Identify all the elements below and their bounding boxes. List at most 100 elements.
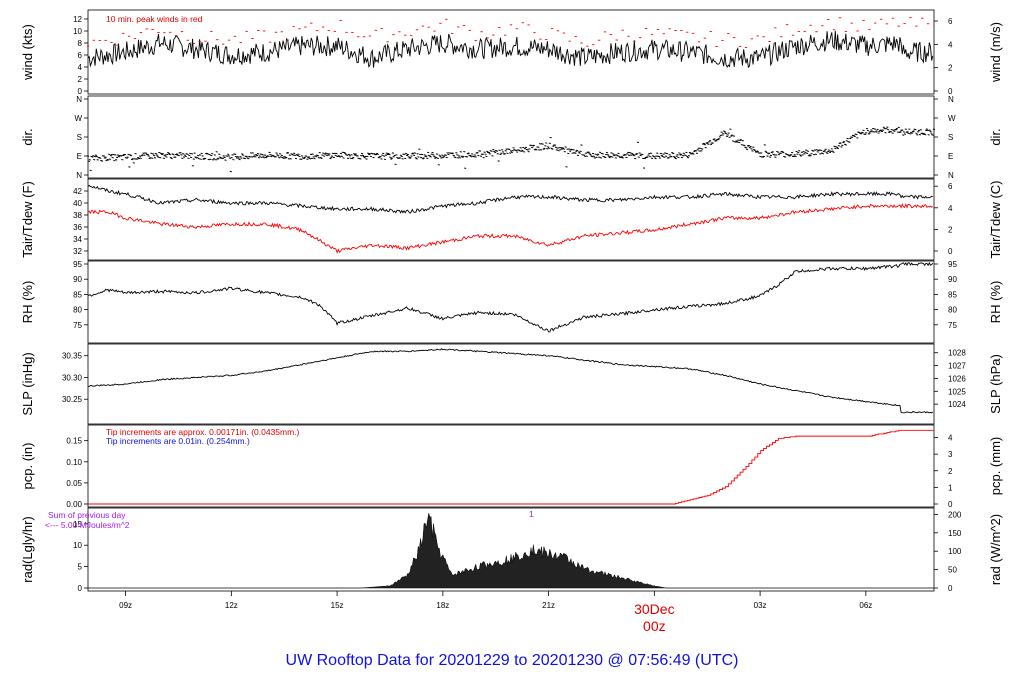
left-tick-label: 95 <box>73 260 82 269</box>
right-tick-label: 200 <box>948 510 962 519</box>
day-label: 30Dec <box>634 601 674 617</box>
slp-ylabel-left: SLP (inHg) <box>20 352 35 415</box>
right-tick-label: 3 <box>948 450 953 459</box>
left-tick-label: 30.35 <box>62 352 83 361</box>
right-tick-label: 150 <box>948 529 962 538</box>
rh-frame <box>87 260 935 344</box>
temp-series-tair <box>87 184 933 214</box>
left-tick-label: 10 <box>73 27 82 36</box>
right-tick-label: 0 <box>948 500 953 509</box>
left-tick-label: 10 <box>73 541 82 550</box>
dir-ylabel-left: dir. <box>20 128 35 145</box>
rad-ylabel-left: rad(Lgly/hr) <box>20 516 35 582</box>
wind-annotation: 10 min. peak winds in red <box>106 14 203 24</box>
temp-ylabel-right: Tair/Tdew (C) <box>988 180 1003 258</box>
slp-frame <box>87 343 935 425</box>
temp-ylabel-left: Tair/Tdew (F) <box>20 181 35 258</box>
left-tick-label: 85 <box>73 290 82 299</box>
left-tick-label: 8 <box>78 39 83 48</box>
x-tick-label: 03z <box>754 601 767 610</box>
left-tick-label: 40 <box>73 199 82 208</box>
rad-frame <box>87 507 935 592</box>
x-tick-label: 15z <box>331 601 344 610</box>
left-tick-label: 0.10 <box>66 458 82 467</box>
right-tick-label: 50 <box>948 566 957 575</box>
rh-series-rh <box>87 261 934 333</box>
right-tick-label: W <box>948 114 956 123</box>
pcp-annotation-blue: Tip increments are 0.01in. (0.254mm.) <box>106 436 250 446</box>
rad-annotation: Sum of previous day <box>48 510 126 520</box>
left-tick-label: 90 <box>73 275 82 284</box>
left-tick-label: 80 <box>73 306 82 315</box>
left-tick-label: 2 <box>78 75 83 84</box>
x-tick-label: 09z <box>119 601 132 610</box>
right-tick-label: 4 <box>948 434 953 443</box>
left-tick-label: W <box>74 114 82 123</box>
wind-ylabel-right: wind (m/s) <box>988 22 1003 83</box>
x-tick-label: 12z <box>225 601 238 610</box>
left-tick-label: 0 <box>78 584 83 593</box>
left-tick-label: 5 <box>78 563 83 572</box>
radiation-area <box>88 513 934 589</box>
left-tick-label: 42 <box>73 187 82 196</box>
left-tick-label: 0.00 <box>66 500 82 509</box>
rh-panel: 75 80 85 90 95 75 80 85 90 95 RH (%) RH (%) <box>20 260 1003 344</box>
left-tick-label: E <box>77 152 82 161</box>
left-tick-label: 32 <box>73 247 82 256</box>
slp-ylabel-right: SLP (hPa) <box>988 354 1003 414</box>
left-tick-label: 0 <box>78 87 83 96</box>
right-tick-label: 0 <box>948 87 953 96</box>
rh-ylabel-left: RH (%) <box>20 281 35 324</box>
x-tick-label-day-start: 00z <box>643 618 666 634</box>
x-tick-label: 21z <box>542 601 555 610</box>
left-tick-label: 15 <box>73 520 82 529</box>
temp-frame <box>87 178 935 261</box>
right-tick-label: 4 <box>948 40 953 49</box>
right-tick-label: 0 <box>948 584 953 593</box>
right-tick-label: 2 <box>948 225 953 234</box>
temp-series-tdew <box>87 203 934 254</box>
wind-ylabel-left: wind (kts) <box>20 24 35 81</box>
right-tick-label: 6 <box>948 182 953 191</box>
right-tick-label: 2 <box>948 467 953 476</box>
chart-title: UW Rooftop Data for 20201229 to 20201230… <box>286 652 739 669</box>
left-tick-label: 4 <box>78 63 83 72</box>
right-tick-label: N <box>948 95 954 104</box>
right-tick-label: 1024 <box>948 400 966 409</box>
left-tick-label: 0.15 <box>66 437 82 446</box>
rad-annotation-sum: <--- 5.00 MJoules/m^2 <box>45 520 130 530</box>
wind-panel: 0 2 4 6 8 10 12 0 2 4 6 wind (kts) wind (m/s) 10 min.… <box>20 9 1003 96</box>
right-tick-label: 75 <box>948 321 957 330</box>
pcp-annotation-red: Tip increments are approx. 0.00171in. (0… <box>106 427 300 437</box>
right-tick-label: 1028 <box>948 349 966 358</box>
pcp-frame <box>87 424 935 508</box>
right-tick-label: 4 <box>948 204 953 213</box>
slp-panel: 30.25 30.30 30.35 1024 1025 1026 1027 1028 SLP (… <box>20 343 1003 425</box>
left-tick-label: 12 <box>73 15 82 24</box>
wind-series-wind <box>87 30 934 69</box>
right-tick-label: 100 <box>948 547 962 556</box>
wind-frame <box>87 9 935 95</box>
right-tick-label: 85 <box>948 290 957 299</box>
pcp-series-pcp <box>88 429 934 505</box>
pcp-panel: 0.00 0.05 0.10 0.15 0 1 2 3 4 pcp. (in) pcp. (mm) T… <box>20 424 1003 509</box>
left-tick-label: 75 <box>73 321 82 330</box>
x-axis: 09z 12z 15z 18z 21z 00z 03z 06z 30Dec <box>119 591 872 634</box>
right-tick-label: 1026 <box>948 374 966 383</box>
right-tick-label: 2 <box>948 64 953 73</box>
left-tick-label: 6 <box>78 51 83 60</box>
x-tick-label: 06z <box>859 601 872 610</box>
dir-ylabel-right: dir. <box>988 128 1003 145</box>
dir-frame <box>87 95 935 179</box>
left-tick-label: S <box>77 133 82 142</box>
right-tick-label: S <box>948 133 953 142</box>
left-tick-label: 34 <box>73 235 82 244</box>
slp-series-slp <box>87 348 934 414</box>
right-tick-label: N <box>948 171 954 180</box>
left-tick-label: 30.30 <box>62 373 83 382</box>
rad-ylabel-right: rad (W/m^2) <box>988 514 1003 585</box>
right-tick-label: 1 <box>948 483 953 492</box>
